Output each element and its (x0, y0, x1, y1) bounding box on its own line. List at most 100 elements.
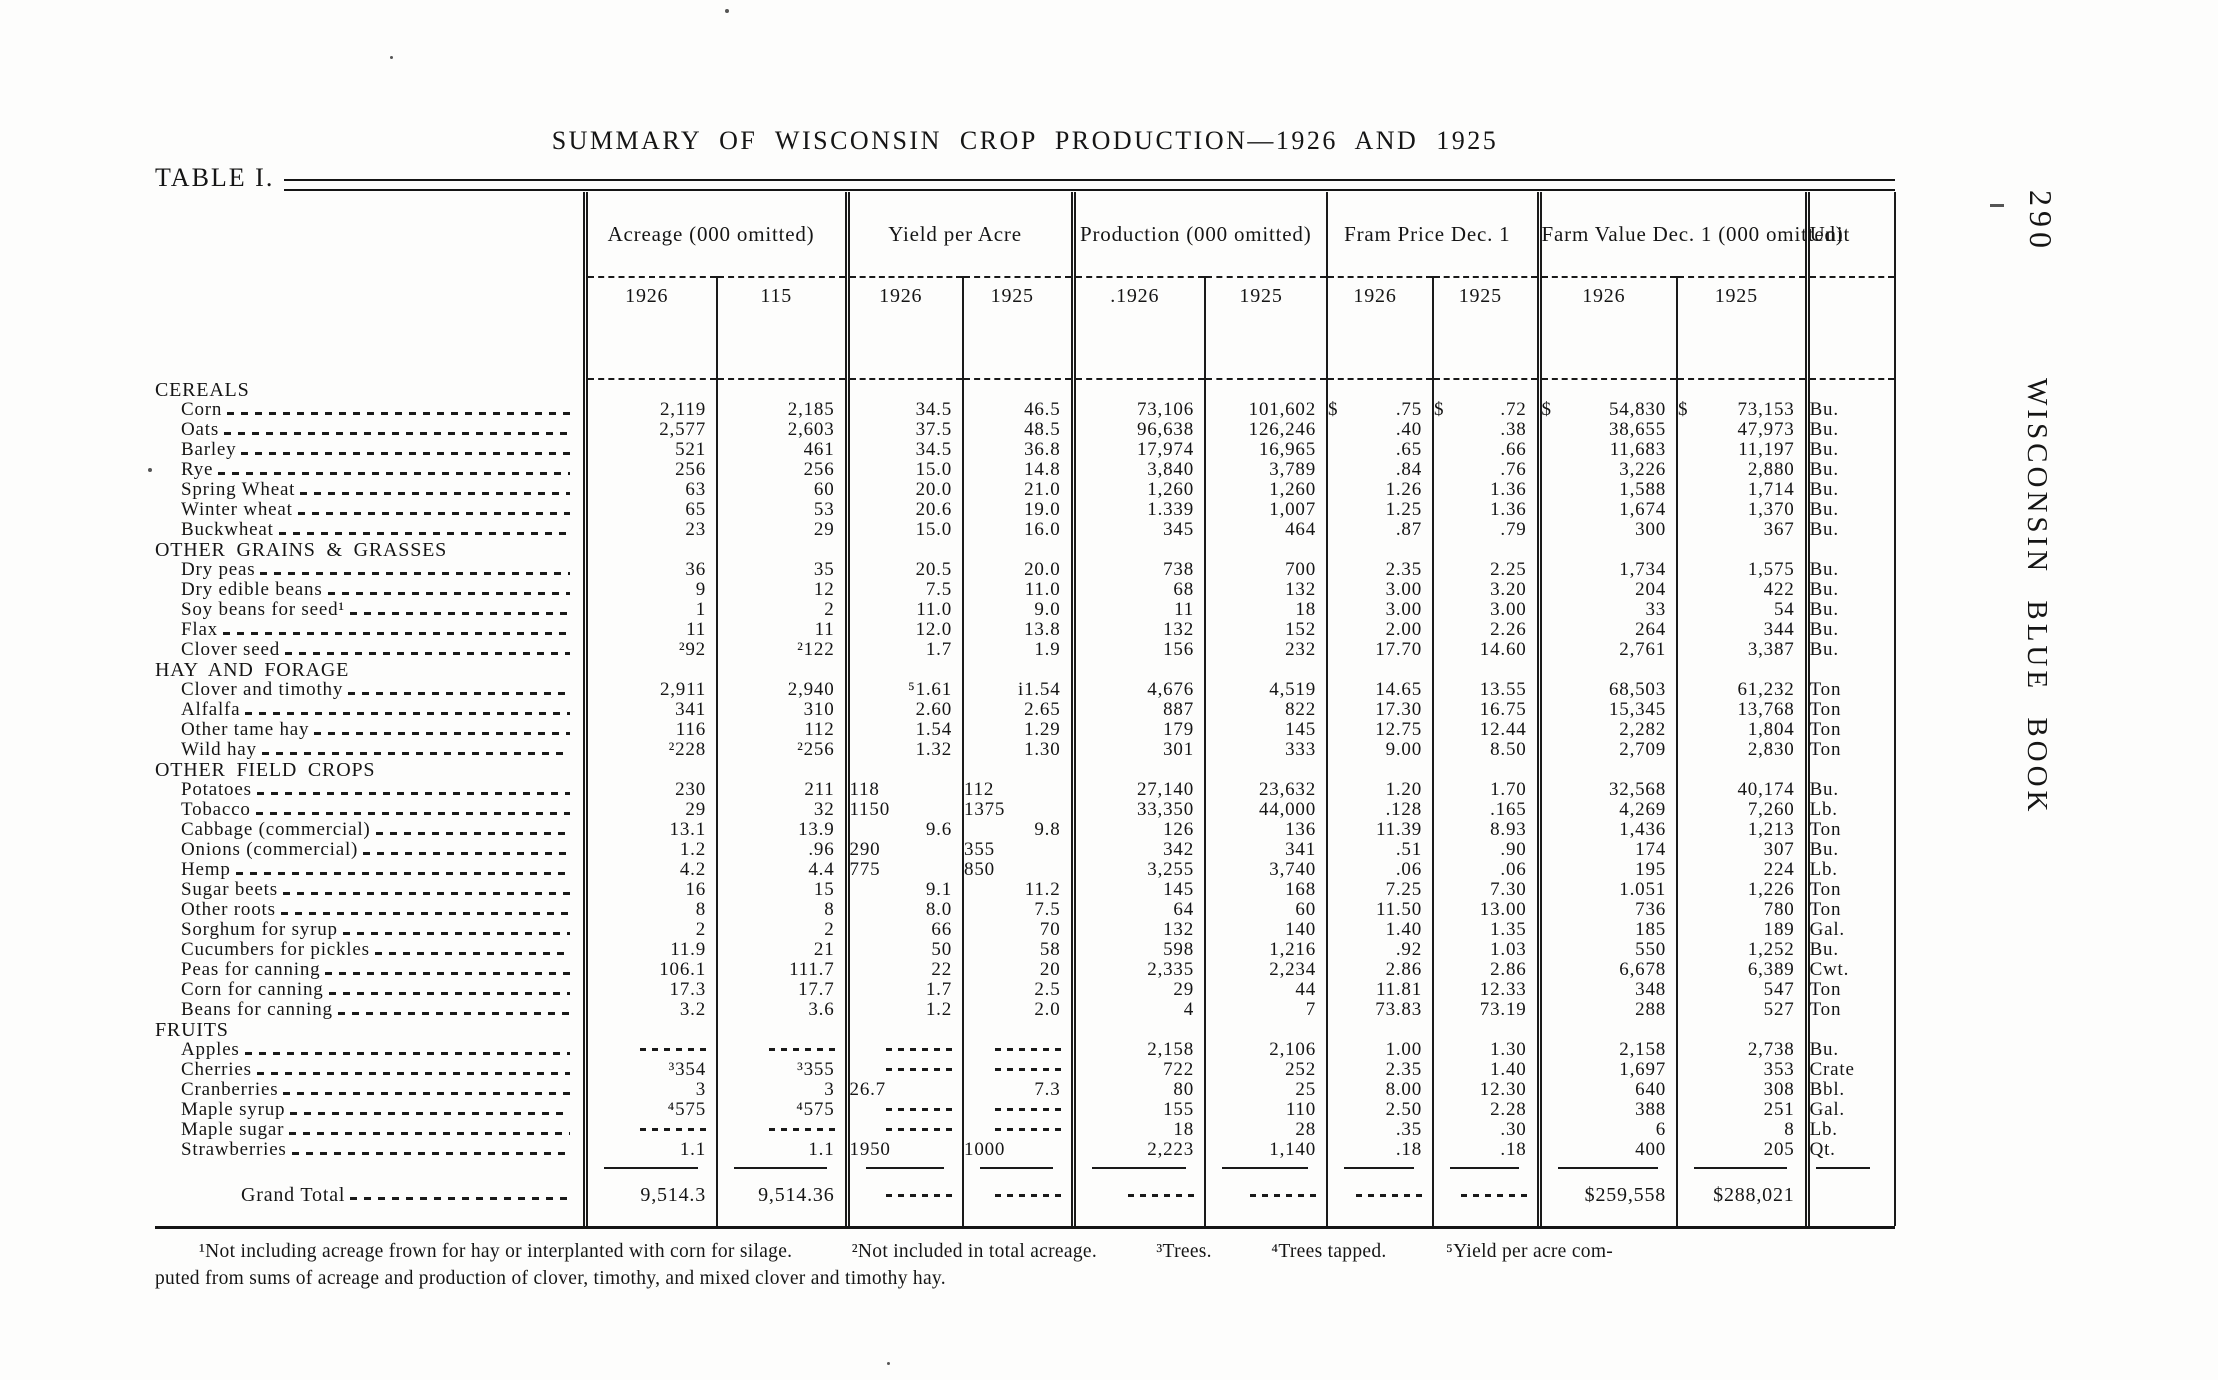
cell: 4,269 (1536, 800, 1678, 820)
dash-leader (363, 852, 570, 855)
cell (582, 1120, 717, 1140)
crop-row: Potatoes 230 211 118 112 27,140 23,632 1.20 1.70… (155, 780, 1897, 800)
unit-cell: Ton (1804, 680, 1897, 700)
crop-row: Corn 2,119 2,185 34.5 46.5 73,106 101,602 $ .75 $… (155, 400, 1897, 420)
row-label-text: Flax (181, 619, 218, 640)
cell: 16.0 (962, 520, 1074, 540)
cell: 1.1 (582, 1140, 717, 1160)
cell (155, 1160, 585, 1176)
dash-leader (300, 492, 570, 495)
row-label: Cranberries (155, 1080, 573, 1100)
cell: 17.3 (582, 980, 717, 1000)
crop-row: Cranberries 3 3 26.7 7.3 80 25 8.00 12.30 640 308 B… (155, 1080, 1897, 1100)
total-rule (865, 1166, 945, 1170)
row-label-text: Spring Wheat (181, 479, 296, 500)
cell: 1,575 (1676, 560, 1808, 580)
crop-row: Peas for canning 106.1 111.7 22 20 2,335 2,234… (155, 959, 1897, 980)
crop-row: Sorghum for syrup 2 2 66 70 132 140 1.40 1.35 185… (155, 920, 1897, 940)
cell: 40,174 (1676, 780, 1808, 800)
cell (1070, 1176, 1206, 1214)
cell (1804, 1160, 1897, 1176)
cell: 17.7 (715, 980, 848, 1000)
cell: 2,158 (1536, 1040, 1678, 1060)
cell (715, 540, 848, 560)
cell: 1150 (844, 800, 964, 820)
year-header: .1926 (1070, 277, 1206, 380)
cell (844, 540, 964, 560)
dash-leader (282, 892, 570, 895)
cell (1432, 1020, 1540, 1040)
cell: $ .75 (1326, 400, 1434, 420)
cell: 224 (1676, 860, 1808, 880)
dash-leader (348, 692, 570, 695)
unit-cell: Cwt. (1804, 960, 1897, 980)
cell: 2,911 (582, 680, 717, 700)
crop-row: Cabbage (commercial) 13.1 13.9 9.6 9.8 126 136… (155, 820, 1897, 840)
cell: 60 (1204, 900, 1328, 920)
cell: 2,709 (1536, 740, 1678, 760)
row-label-text: Peas for canning (181, 959, 321, 980)
dash-leader (278, 532, 570, 535)
cell: 29 (1070, 980, 1206, 1000)
cell: 9 (582, 580, 717, 600)
unit-cell: Ton (1804, 700, 1897, 720)
cell: 189 (1676, 920, 1808, 940)
cell: ⁵1.61 (844, 680, 964, 700)
row-label-cell: Tobacco (155, 800, 585, 820)
dash-leader (222, 632, 570, 635)
cell: .66 (1432, 440, 1540, 460)
cell: 34.5 (844, 400, 964, 420)
cell: 29 (715, 520, 848, 540)
cell: 1375 (962, 800, 1074, 820)
crop-row: Tobacco 29 32 1150 1375 33,350 44,000.128.165 4… (155, 800, 1897, 820)
crop-row: Corn for canning 17.3 17.7 1.7 2.5 29 44 11.81 1… (155, 980, 1897, 1000)
row-label: Other roots (155, 900, 573, 920)
col-group-acreage: Acreage (000 omitted) (582, 192, 848, 278)
cell: 2.25 (1432, 560, 1540, 580)
cell: 300 (1536, 520, 1678, 540)
col-group-production: Production (000 omitted) (1070, 192, 1328, 278)
row-label-cell: Cranberries (155, 1080, 585, 1100)
cell: ³355 (715, 1060, 848, 1080)
cell: 64 (1070, 900, 1206, 920)
dashed-placeholder (994, 1068, 1061, 1071)
cell: 4,676 (1070, 680, 1206, 700)
cell: 256 (715, 460, 848, 480)
cell: 11.39 (1326, 820, 1434, 840)
dash-leader (241, 452, 570, 455)
cell: 1,226 (1676, 880, 1808, 900)
cell (1326, 660, 1434, 680)
cell: 1.00 (1326, 1040, 1434, 1060)
row-label: Maple syrup (155, 1100, 573, 1120)
row-label: Sugar beets (155, 880, 573, 900)
cell: 118 (844, 780, 964, 800)
cell: 50 (844, 940, 964, 960)
dashed-placeholder (1356, 1194, 1423, 1197)
row-label-text: Clover seed (181, 639, 281, 660)
section-row: FRUITS (155, 1020, 1897, 1040)
unit-cell: Bu. (1804, 520, 1897, 540)
crop-row: Sugar beets 16 15 9.1 11.2 145 168 7.25 7.30 1.05… (155, 880, 1897, 900)
row-label: Wild hay (155, 740, 573, 760)
cell: 2,738 (1676, 1040, 1808, 1060)
dash-leader (328, 992, 570, 995)
cell: 11.2 (962, 880, 1074, 900)
cell (582, 660, 717, 680)
cell: 65 (582, 500, 717, 520)
row-label-cell: Corn (155, 400, 585, 420)
row-label-text: Maple syrup (181, 1099, 286, 1120)
row-label: Tobacco (155, 800, 573, 820)
unit-cell (1804, 760, 1897, 780)
row-label: Cherries (155, 1060, 573, 1080)
cell: .18 (1326, 1140, 1434, 1160)
crop-row: Buckwheat 23 29 15.0 16.0 345 464.87.79 300 367 B… (155, 520, 1897, 540)
cell: 7.5 (962, 900, 1074, 920)
cell: 822 (1204, 700, 1328, 720)
cell: 14.65 (1326, 680, 1434, 700)
cell: 1.36 (1432, 500, 1540, 520)
cell: .90 (1432, 840, 1540, 860)
cell: 11,683 (1536, 440, 1678, 460)
row-label: Alfalfa (155, 700, 573, 720)
cell: ²122 (715, 640, 848, 660)
